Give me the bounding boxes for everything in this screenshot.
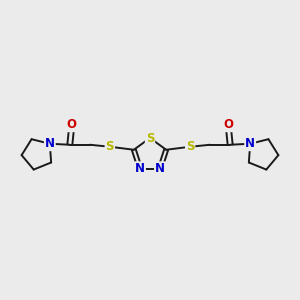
Text: N: N (155, 162, 165, 175)
Text: O: O (67, 118, 77, 131)
Text: N: N (245, 137, 255, 150)
Text: S: S (186, 140, 194, 153)
Text: S: S (106, 140, 114, 153)
Text: O: O (223, 118, 233, 131)
Text: N: N (45, 137, 55, 150)
Text: S: S (146, 131, 154, 145)
Text: N: N (135, 162, 145, 175)
